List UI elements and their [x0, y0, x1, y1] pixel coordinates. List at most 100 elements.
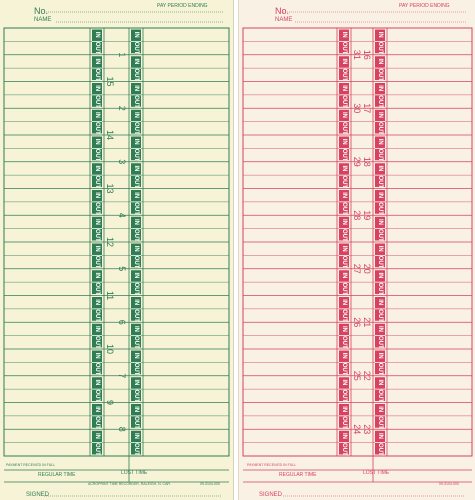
- regular-time-label: REGULAR TIME: [279, 472, 317, 478]
- in-label: IN: [341, 406, 347, 412]
- in-out-block: IN OUT: [375, 216, 385, 242]
- in-out-block: IN OUT: [92, 190, 102, 215]
- day-number: 12: [105, 237, 115, 247]
- in-out-block: IN OUT: [339, 216, 349, 242]
- in-label: IN: [94, 379, 100, 385]
- in-out-block: IN OUT: [339, 377, 349, 402]
- in-out-block: IN OUT: [375, 323, 385, 349]
- out-label: OUT: [133, 336, 139, 349]
- out-label: OUT: [377, 282, 383, 295]
- out-label: OUT: [133, 363, 139, 376]
- out-label: OUT: [133, 95, 139, 108]
- day-number: 7: [117, 373, 127, 378]
- out-label: OUT: [341, 443, 347, 456]
- day-number: 28: [352, 210, 362, 220]
- out-label: OUT: [94, 202, 100, 215]
- in-label: IN: [133, 246, 139, 252]
- in-out-block: IN OUT: [339, 270, 349, 295]
- in-out-block: IN OUT: [375, 297, 385, 322]
- day-number: 29: [352, 157, 362, 167]
- in-out-block: IN OUT: [131, 404, 141, 429]
- out-label: OUT: [133, 202, 139, 215]
- day-number: 17: [362, 103, 372, 113]
- pay-period-ending-label: PAY PERIOD ENDING: [399, 3, 450, 9]
- in-out-block: IN OUT: [375, 377, 385, 402]
- out-label: OUT: [341, 336, 347, 349]
- time-grid: IN OUT IN OUT IN OUT IN OUT IN OUT IN OUT IN OUT IN OUT…: [242, 11, 473, 497]
- in-label: IN: [133, 433, 139, 439]
- card-number-label: No.: [275, 6, 290, 16]
- in-out-block: IN OUT: [131, 350, 141, 376]
- out-label: OUT: [94, 282, 100, 295]
- time-card-right: IN OUT IN OUT IN OUT IN OUT IN OUT IN OUT IN OUT IN OUT…: [238, 0, 475, 500]
- out-label: OUT: [341, 229, 347, 242]
- in-label: IN: [133, 406, 139, 412]
- in-label: IN: [341, 326, 347, 332]
- day-number: 10: [105, 344, 115, 354]
- in-out-block: IN OUT: [375, 163, 385, 188]
- out-label: OUT: [133, 42, 139, 55]
- in-label: IN: [377, 326, 383, 332]
- day-number: 1: [117, 52, 127, 57]
- out-label: OUT: [341, 122, 347, 135]
- in-out-block: IN OUT: [92, 136, 102, 162]
- in-out-block: IN OUT: [92, 83, 102, 108]
- in-out-block: IN OUT: [131, 109, 141, 135]
- in-label: IN: [94, 58, 100, 64]
- in-label: IN: [133, 353, 139, 359]
- out-label: OUT: [377, 443, 383, 456]
- in-label: IN: [377, 272, 383, 278]
- in-out-block: IN OUT: [339, 56, 349, 81]
- payment-received-label: PAYMENT RECEIVED IN FULL: [247, 463, 297, 467]
- day-number: 9: [105, 400, 115, 405]
- out-label: OUT: [341, 202, 347, 215]
- out-label: OUT: [94, 389, 100, 402]
- in-label: IN: [133, 58, 139, 64]
- out-label: OUT: [94, 95, 100, 108]
- in-label: IN: [341, 139, 347, 145]
- in-label: IN: [377, 85, 383, 91]
- in-out-block: IN OUT: [92, 270, 102, 295]
- in-label: IN: [377, 406, 383, 412]
- in-out-block: IN OUT: [339, 83, 349, 108]
- day-number: 15: [105, 76, 115, 86]
- in-out-block: IN OUT: [131, 270, 141, 295]
- in-label: IN: [133, 32, 139, 38]
- in-label: IN: [133, 85, 139, 91]
- in-out-block: IN OUT: [131, 430, 141, 456]
- in-label: IN: [94, 299, 100, 305]
- payment-received-label: PAYMENT RECEIVED IN FULL: [6, 463, 56, 467]
- out-label: OUT: [377, 309, 383, 322]
- out-label: OUT: [133, 256, 139, 269]
- in-label: IN: [341, 85, 347, 91]
- out-label: OUT: [94, 443, 100, 456]
- in-label: IN: [133, 379, 139, 385]
- in-out-block: IN OUT: [92, 163, 102, 188]
- in-out-block: IN OUT: [92, 350, 102, 376]
- out-label: OUT: [377, 202, 383, 215]
- out-label: OUT: [94, 122, 100, 135]
- in-out-block: IN OUT: [375, 109, 385, 135]
- in-out-block: IN OUT: [92, 109, 102, 135]
- in-out-block: IN OUT: [131, 83, 141, 108]
- in-out-block: IN OUT: [339, 350, 349, 376]
- out-label: OUT: [94, 42, 100, 55]
- out-label: OUT: [133, 443, 139, 456]
- in-out-block: IN OUT: [92, 323, 102, 349]
- in-label: IN: [377, 139, 383, 145]
- in-out-block: IN OUT: [131, 323, 141, 349]
- day-number: 16: [362, 50, 372, 60]
- out-label: OUT: [377, 122, 383, 135]
- in-label: IN: [341, 112, 347, 118]
- day-number: 30: [352, 103, 362, 113]
- in-label: IN: [341, 192, 347, 198]
- in-label: IN: [94, 353, 100, 359]
- signed-label: SIGNED: [26, 492, 50, 498]
- out-label: OUT: [341, 256, 347, 269]
- in-out-block: IN OUT: [92, 216, 102, 242]
- day-number: 3: [117, 159, 127, 164]
- out-label: OUT: [341, 68, 347, 81]
- day-number: 5: [117, 266, 127, 271]
- in-out-block: IN OUT: [375, 404, 385, 429]
- manufacturer-label: ACROPRINT TIME RECORDER, RALEIGH, N. CAR…: [88, 482, 171, 486]
